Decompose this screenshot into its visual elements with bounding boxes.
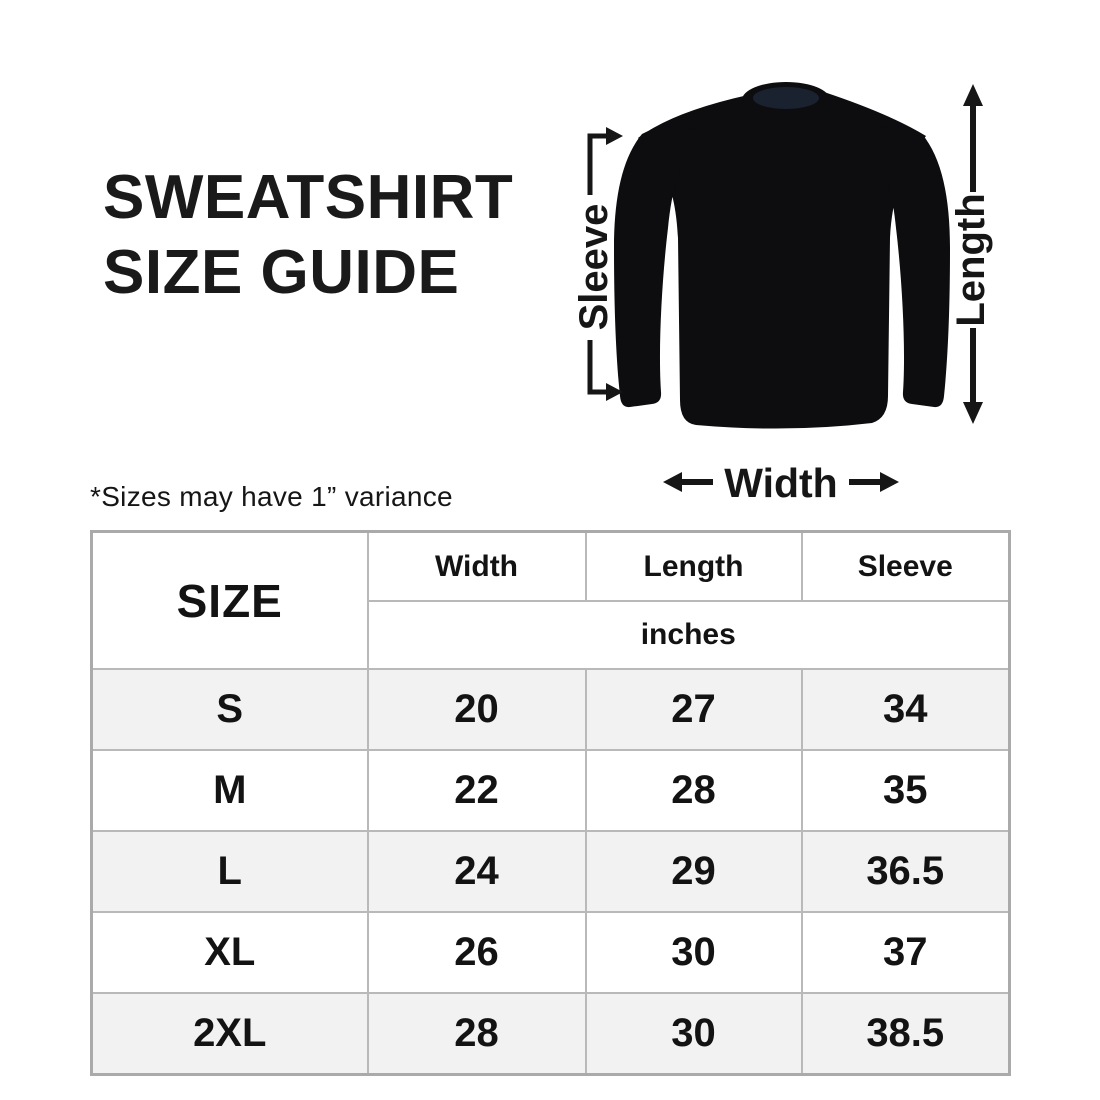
- width-cell: 24: [366, 830, 587, 913]
- sweatshirt-image: [614, 82, 950, 429]
- page-title: SWEATSHIRT SIZE GUIDE: [103, 160, 513, 310]
- width-arrow-left-icon: [663, 472, 713, 492]
- width-cell: 28: [366, 992, 587, 1076]
- variance-note: *Sizes may have 1” variance: [90, 481, 453, 512]
- length-cell: 30: [584, 911, 803, 994]
- sleeve-cell: 35: [800, 749, 1011, 832]
- width-label: Width: [724, 460, 837, 506]
- page-title-line-1: SWEATSHIRT: [103, 163, 514, 232]
- size-table: SIZE Width Length Sleeve inches S 20 27 …: [90, 530, 1011, 1076]
- sleeve-label: Sleeve: [572, 204, 616, 331]
- length-column-header: Length: [584, 530, 803, 602]
- sleeve-cell: 34: [800, 668, 1011, 751]
- width-column-header: Width: [366, 530, 587, 602]
- sleeve-cell: 36.5: [800, 830, 1011, 913]
- width-cell: 22: [366, 749, 587, 832]
- table-row-2xl: 2XL 28 30 38.5: [90, 992, 1011, 1076]
- length-label: Length: [949, 193, 993, 326]
- width-cell: 26: [366, 911, 587, 994]
- width-arrow-right-icon: [849, 472, 899, 492]
- length-cell: 28: [584, 749, 803, 832]
- sweatshirt-left-sleeve: [614, 126, 702, 408]
- table-unit-row: inches: [92, 600, 1011, 670]
- length-cell: 29: [584, 830, 803, 913]
- table-row-s: S 20 27 34: [90, 668, 1011, 751]
- measurement-annotations: Sleeve Length Width: [572, 84, 993, 506]
- length-cell: 30: [584, 992, 803, 1076]
- page-title-line-2: SIZE GUIDE: [103, 238, 460, 307]
- sweatshirt-right-sleeve: [862, 126, 950, 408]
- table-row-m: M 22 28 35: [90, 749, 1011, 832]
- size-cell: S: [90, 668, 369, 751]
- table-header-row: SIZE Width Length Sleeve: [90, 530, 1011, 670]
- sleeve-cell: 38.5: [800, 992, 1011, 1076]
- size-cell: M: [90, 749, 369, 832]
- table-row-l: L 24 29 36.5: [90, 830, 1011, 913]
- sleeve-cell: 37: [800, 911, 1011, 994]
- length-cell: 27: [584, 668, 803, 751]
- sleeve-measure-arrow-icon: [587, 127, 623, 401]
- unit-label-cell: inches: [366, 600, 1011, 670]
- sweatshirt-collar-opening: [753, 87, 819, 109]
- size-cell: 2XL: [90, 992, 369, 1076]
- table-row-xl: XL 26 30 37: [90, 911, 1011, 994]
- size-cell: XL: [90, 911, 369, 994]
- length-measure-arrow-icon: [963, 84, 983, 424]
- sleeve-column-header: Sleeve: [800, 530, 1011, 602]
- size-cell: L: [90, 830, 369, 913]
- size-column-header: SIZE: [90, 530, 369, 670]
- sweatshirt-body: [638, 92, 926, 429]
- width-cell: 20: [366, 668, 587, 751]
